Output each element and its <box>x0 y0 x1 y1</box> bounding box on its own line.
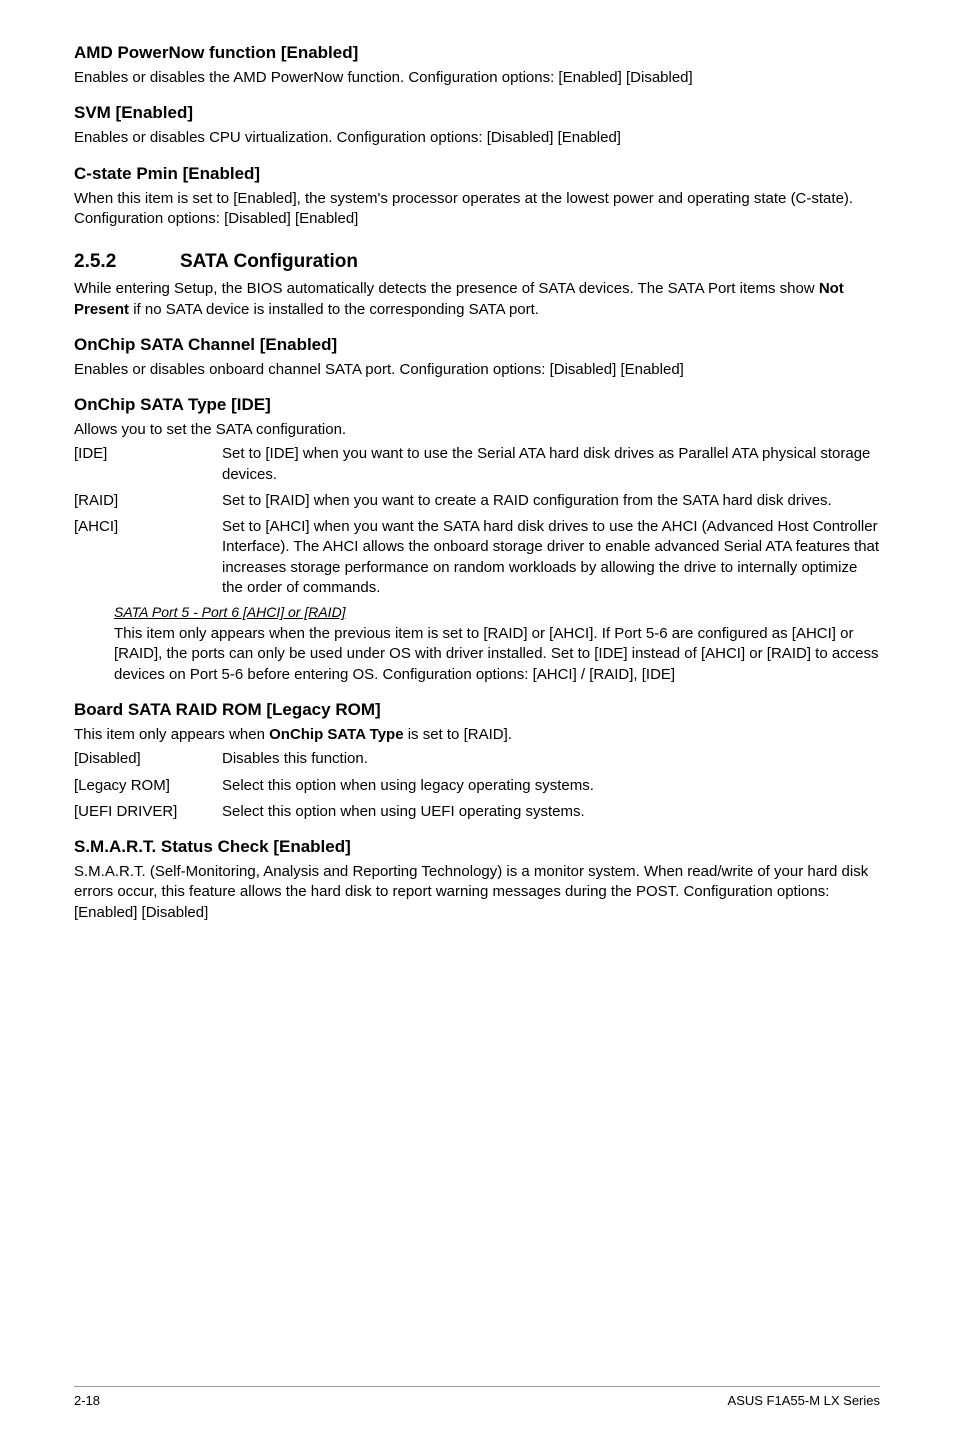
heading-onchip-type: OnChip SATA Type [IDE] <box>74 394 880 416</box>
heading-cstate: C-state Pmin [Enabled] <box>74 163 880 185</box>
board-sata-intro-prefix: This item only appears when <box>74 726 269 743</box>
option-desc-ahci: Set to [AHCI] when you want the SATA har… <box>222 517 880 598</box>
section-title: SATA Configuration <box>180 251 358 273</box>
option-ahci: [AHCI] Set to [AHCI] when you want the S… <box>74 517 880 598</box>
text-amd-powernow: Enables or disables the AMD PowerNow fun… <box>74 68 880 88</box>
bold-not-present: Not Present <box>74 280 844 317</box>
board-sata-intro-suffix: is set to [RAID]. <box>404 726 512 743</box>
section-number: 2.5.2 <box>74 251 180 273</box>
text-onchip-type-intro: Allows you to set the SATA configuration… <box>74 420 880 440</box>
option-uefi: [UEFI DRIVER] Select this option when us… <box>74 802 880 822</box>
option-ide: [IDE] Set to [IDE] when you want to use … <box>74 444 880 485</box>
sub-block-sata-port: SATA Port 5 - Port 6 [AHCI] or [RAID] Th… <box>114 604 880 685</box>
heading-amd-powernow: AMD PowerNow function [Enabled] <box>74 42 880 64</box>
option-desc-ide: Set to [IDE] when you want to use the Se… <box>222 444 880 485</box>
option-term-ide: [IDE] <box>74 444 222 485</box>
page: AMD PowerNow function [Enabled] Enables … <box>0 0 954 1438</box>
option-term-uefi: [UEFI DRIVER] <box>74 802 222 822</box>
text-cstate: When this item is set to [Enabled], the … <box>74 189 880 230</box>
option-legacy: [Legacy ROM] Select this option when usi… <box>74 776 880 796</box>
text-sata-intro: While entering Setup, the BIOS automatic… <box>74 279 880 320</box>
option-term-legacy: [Legacy ROM] <box>74 776 222 796</box>
option-desc-legacy: Select this option when using legacy ope… <box>222 776 880 796</box>
page-footer: 2-18 ASUS F1A55-M LX Series <box>74 1386 880 1408</box>
heading-smart: S.M.A.R.T. Status Check [Enabled] <box>74 836 880 858</box>
option-disabled: [Disabled] Disables this function. <box>74 749 880 769</box>
footer-page-number: 2-18 <box>74 1393 100 1408</box>
option-desc-raid: Set to [RAID] when you want to create a … <box>222 491 880 511</box>
option-raid: [RAID] Set to [RAID] when you want to cr… <box>74 491 880 511</box>
section-header-sata: 2.5.2 SATA Configuration <box>74 251 880 273</box>
option-term-disabled: [Disabled] <box>74 749 222 769</box>
option-desc-uefi: Select this option when using UEFI opera… <box>222 802 880 822</box>
text-svm: Enables or disables CPU virtualization. … <box>74 128 880 148</box>
option-term-raid: [RAID] <box>74 491 222 511</box>
heading-onchip-channel: OnChip SATA Channel [Enabled] <box>74 334 880 356</box>
bold-onchip-sata-type: OnChip SATA Type <box>269 726 403 743</box>
heading-svm: SVM [Enabled] <box>74 102 880 124</box>
text-onchip-channel: Enables or disables onboard channel SATA… <box>74 360 880 380</box>
heading-board-sata: Board SATA RAID ROM [Legacy ROM] <box>74 699 880 721</box>
option-desc-disabled: Disables this function. <box>222 749 880 769</box>
option-term-ahci: [AHCI] <box>74 517 222 598</box>
text-smart: S.M.A.R.T. (Self-Monitoring, Analysis an… <box>74 862 880 923</box>
sub-heading-sata-port: SATA Port 5 - Port 6 [AHCI] or [RAID] <box>114 604 880 620</box>
text-board-sata-intro: This item only appears when OnChip SATA … <box>74 725 880 745</box>
content-area: AMD PowerNow function [Enabled] Enables … <box>74 42 880 1346</box>
footer-product-name: ASUS F1A55-M LX Series <box>728 1393 880 1408</box>
sub-text-sata-port: This item only appears when the previous… <box>114 624 880 685</box>
